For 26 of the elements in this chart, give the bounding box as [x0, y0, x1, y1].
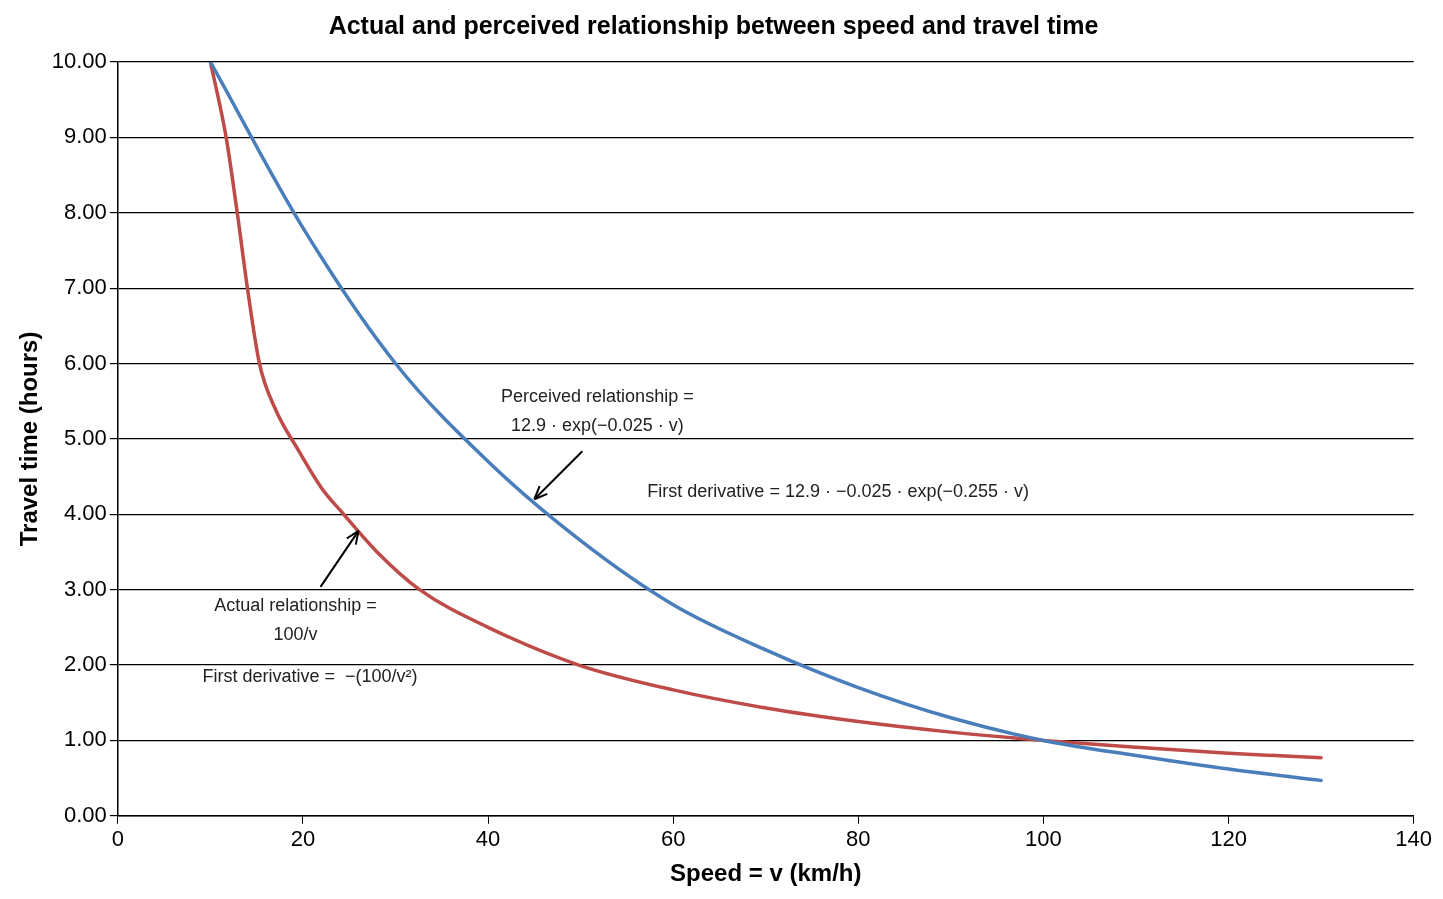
annotation: First derivative = 12.9 · −0.025 · exp(−0.255 · v): [647, 481, 1030, 502]
chart-title: Actual and perceived relationship between speed and travel time: [328, 10, 1099, 39]
x-tick-label: 60: [660, 826, 686, 852]
annotation: Perceived relationship = 12.9 · exp(−0.025 · v): [501, 386, 694, 436]
y-tick-label: 0.00: [64, 801, 107, 827]
y-tick-label: 9.00: [64, 123, 107, 149]
y-tick-label: 8.00: [64, 198, 107, 224]
x-axis-title: Speed = v (km/h): [670, 859, 862, 887]
x-tick-label: 80: [846, 826, 871, 852]
annotation: First derivative = −(100/v²): [202, 665, 418, 686]
y-tick-label: 7.00: [64, 274, 107, 300]
y-tick-label: 6.00: [64, 349, 107, 375]
y-axis-title: Travel time (hours): [15, 331, 43, 547]
x-tick-label: 140: [1395, 826, 1433, 852]
x-tick-label: 0: [111, 826, 124, 852]
y-tick-label: 4.00: [64, 500, 107, 526]
annotation: Actual relationship = 100/v: [214, 594, 377, 644]
y-tick-label: 2.00: [64, 651, 107, 677]
y-tick-label: 10.00: [51, 48, 107, 74]
y-tick-label: 5.00: [64, 424, 107, 450]
x-tick-label: 100: [1025, 826, 1062, 852]
x-tick-label: 40: [475, 826, 501, 852]
y-tick-label: 1.00: [64, 726, 107, 752]
x-tick-label: 20: [290, 826, 316, 852]
x-tick-label: 120: [1210, 826, 1247, 852]
y-tick-label: 3.00: [64, 575, 107, 601]
